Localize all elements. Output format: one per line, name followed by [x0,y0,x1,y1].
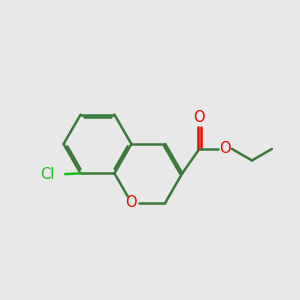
Text: Cl: Cl [40,167,55,182]
Text: O: O [219,141,231,156]
Text: O: O [194,110,205,125]
Text: O: O [126,195,137,210]
